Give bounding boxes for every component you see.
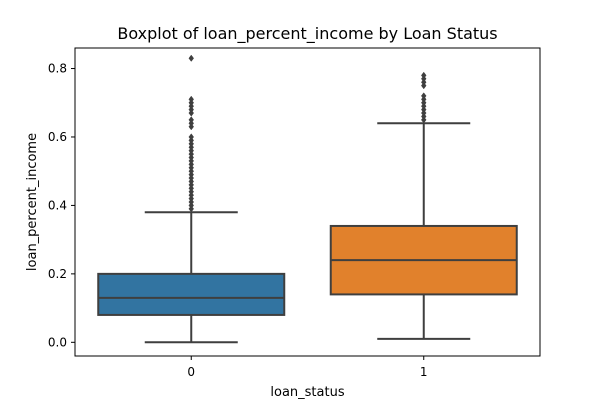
- x-tick-label: 0: [187, 365, 195, 379]
- outlier-point: [421, 71, 427, 79]
- box-group-1: [329, 71, 518, 340]
- plot-area: [97, 54, 518, 344]
- y-tick-label: 0.4: [48, 198, 67, 212]
- y-axis-label: loan_percent_income: [25, 133, 40, 271]
- outlier-point: [421, 92, 427, 100]
- outlier-point: [188, 116, 194, 124]
- y-tick-label: 0.0: [48, 335, 67, 349]
- iqr-box: [97, 272, 286, 316]
- x-tick-label: 1: [420, 365, 428, 379]
- chart-title: Boxplot of loan_percent_income by Loan S…: [117, 24, 497, 44]
- box-group-0: [97, 54, 286, 344]
- y-tick-label: 0.8: [48, 62, 67, 76]
- axes-frame: [74, 47, 541, 357]
- outlier-point: [188, 133, 194, 141]
- y-tick-label: 0.2: [48, 267, 67, 281]
- y-tick-label: 0.6: [48, 130, 67, 144]
- outlier-point: [188, 54, 194, 62]
- x-axis-label: loan_status: [270, 385, 344, 400]
- outlier-point: [188, 95, 194, 103]
- y-axis: 0.0 0.2 0.4 0.6 0.8: [48, 62, 75, 349]
